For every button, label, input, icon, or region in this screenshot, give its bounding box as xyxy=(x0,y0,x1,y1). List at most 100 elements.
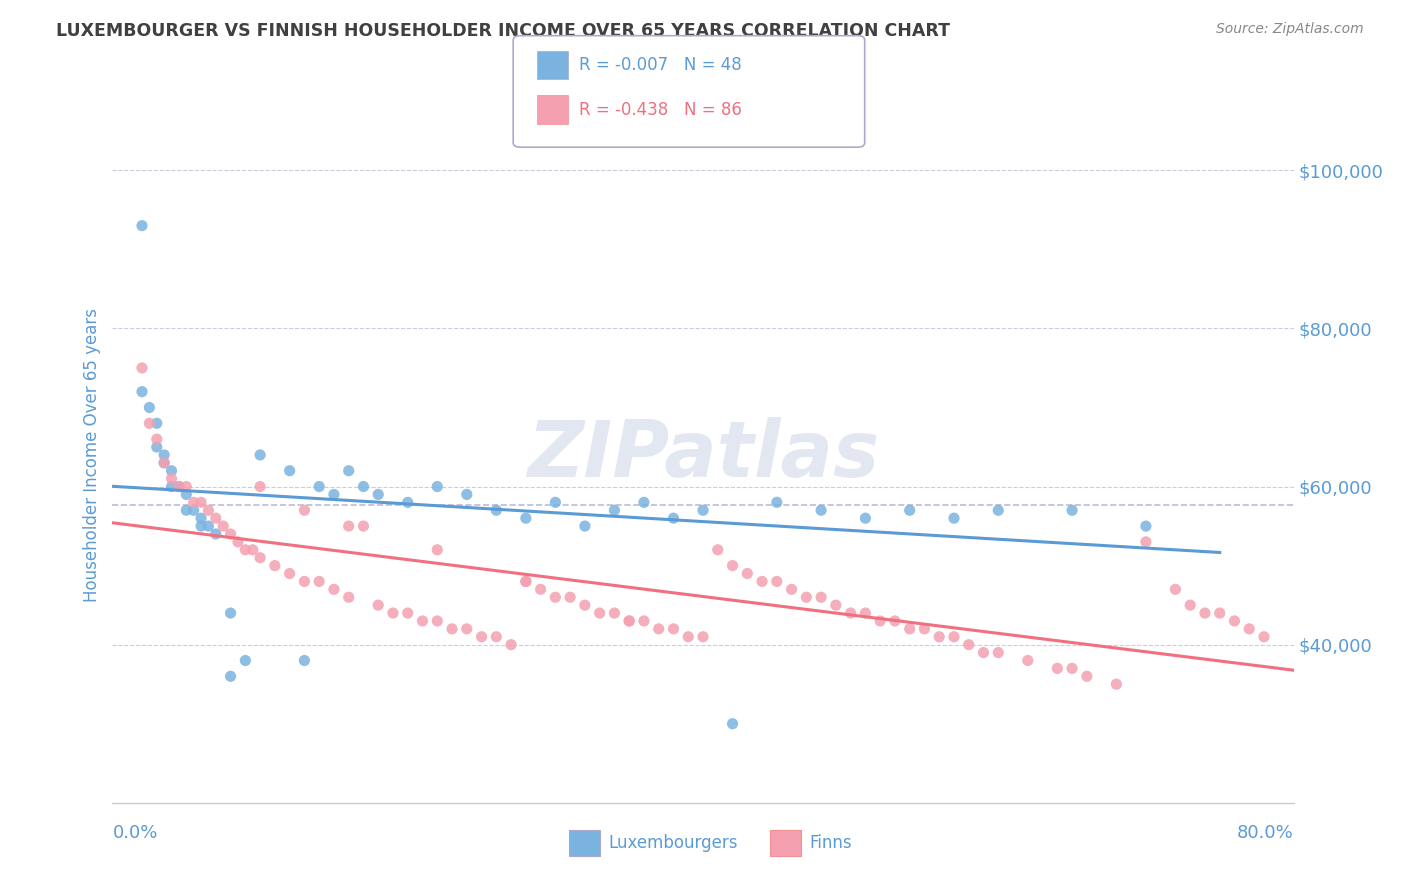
Point xyxy=(692,503,714,517)
Point xyxy=(662,622,685,636)
Point xyxy=(219,606,242,620)
Text: ZIPatlas: ZIPatlas xyxy=(527,417,879,493)
Point xyxy=(1017,653,1039,667)
Point xyxy=(942,511,965,525)
Point xyxy=(167,479,190,493)
Point xyxy=(426,542,449,557)
Point xyxy=(292,503,315,517)
Point xyxy=(226,535,249,549)
Point xyxy=(633,614,655,628)
Point xyxy=(205,527,228,541)
Point xyxy=(278,566,301,581)
Point xyxy=(190,495,212,509)
Y-axis label: Householder Income Over 65 years: Householder Income Over 65 years xyxy=(83,308,101,602)
Point xyxy=(1062,503,1084,517)
Point xyxy=(1239,622,1261,636)
Point xyxy=(146,417,169,431)
Point xyxy=(396,495,419,509)
Point xyxy=(219,669,242,683)
Point xyxy=(1178,598,1201,612)
Point xyxy=(737,566,759,581)
Text: Source: ZipAtlas.com: Source: ZipAtlas.com xyxy=(1216,22,1364,37)
Point xyxy=(160,472,183,486)
Point xyxy=(456,622,478,636)
Point xyxy=(456,487,478,501)
Point xyxy=(337,464,360,478)
Point xyxy=(411,614,433,628)
Point xyxy=(796,591,818,605)
Text: R = -0.438   N = 86: R = -0.438 N = 86 xyxy=(579,101,742,119)
Point xyxy=(131,219,153,233)
Point xyxy=(382,606,405,620)
Text: Finns: Finns xyxy=(810,834,852,852)
Point xyxy=(558,591,582,605)
Point xyxy=(183,503,205,517)
Point xyxy=(197,519,219,533)
Point xyxy=(1062,661,1084,675)
Point xyxy=(766,495,789,509)
Point xyxy=(1076,669,1098,683)
Point xyxy=(167,479,190,493)
Point xyxy=(1135,519,1157,533)
Point xyxy=(160,464,183,478)
Point xyxy=(1164,582,1187,597)
Point xyxy=(810,591,832,605)
Text: LUXEMBOURGER VS FINNISH HOUSEHOLDER INCOME OVER 65 YEARS CORRELATION CHART: LUXEMBOURGER VS FINNISH HOUSEHOLDER INCO… xyxy=(56,22,950,40)
Point xyxy=(839,606,862,620)
Point xyxy=(544,591,567,605)
Point xyxy=(249,479,271,493)
Point xyxy=(928,630,950,644)
Point xyxy=(662,511,685,525)
Point xyxy=(706,542,728,557)
Point xyxy=(183,495,205,509)
Point xyxy=(766,574,789,589)
Point xyxy=(588,606,610,620)
Text: R = -0.007   N = 48: R = -0.007 N = 48 xyxy=(579,56,742,74)
Point xyxy=(898,503,921,517)
Point xyxy=(131,361,153,376)
Point xyxy=(485,630,508,644)
Point xyxy=(264,558,287,573)
Point xyxy=(174,487,197,501)
Point xyxy=(174,479,197,493)
Point xyxy=(1208,606,1232,620)
Point xyxy=(292,653,315,667)
Point xyxy=(692,630,714,644)
Point xyxy=(721,558,744,573)
Point xyxy=(678,630,700,644)
Point xyxy=(323,582,346,597)
Point xyxy=(153,456,176,470)
Point xyxy=(138,401,160,415)
Point xyxy=(1105,677,1128,691)
Point xyxy=(515,511,537,525)
Point xyxy=(233,653,256,667)
Point xyxy=(751,574,773,589)
Point xyxy=(721,716,744,731)
Point xyxy=(160,479,183,493)
Point xyxy=(426,614,449,628)
Point xyxy=(367,487,389,501)
Point xyxy=(1223,614,1246,628)
Point xyxy=(603,503,626,517)
Point xyxy=(337,519,360,533)
Point xyxy=(780,582,803,597)
Point xyxy=(647,622,671,636)
Point xyxy=(1135,535,1157,549)
Point xyxy=(212,519,235,533)
Point xyxy=(426,479,449,493)
Point xyxy=(278,464,301,478)
Point xyxy=(205,511,228,525)
Point xyxy=(603,606,626,620)
Point xyxy=(197,503,219,517)
Point xyxy=(855,606,877,620)
Point xyxy=(190,519,212,533)
Text: 80.0%: 80.0% xyxy=(1237,823,1294,842)
Point xyxy=(441,622,464,636)
Point xyxy=(942,630,965,644)
Point xyxy=(352,519,374,533)
Point xyxy=(323,487,346,501)
Point xyxy=(1253,630,1275,644)
Point xyxy=(1194,606,1216,620)
Point xyxy=(153,448,176,462)
Point xyxy=(619,614,641,628)
